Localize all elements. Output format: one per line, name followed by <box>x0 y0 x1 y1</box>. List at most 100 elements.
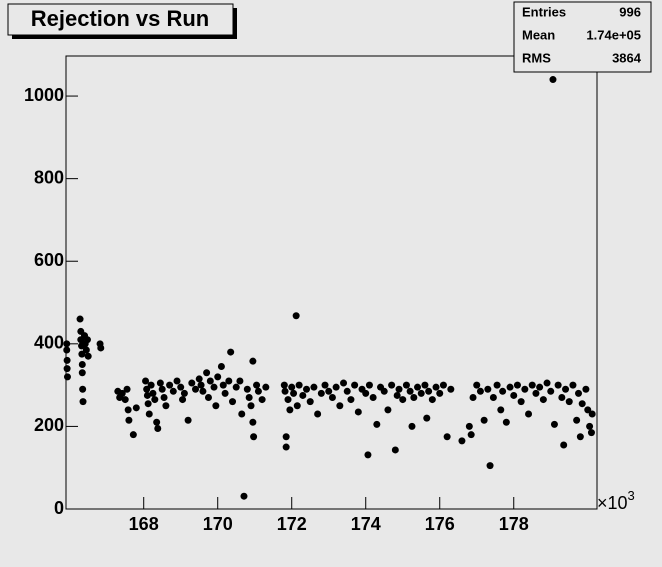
x-tick-label: 178 <box>499 514 529 534</box>
data-point <box>151 396 159 404</box>
data-point <box>299 391 307 399</box>
data-point <box>476 387 484 395</box>
data-point <box>129 431 137 439</box>
data-point <box>480 416 488 424</box>
data-point <box>249 357 257 365</box>
data-point <box>79 398 87 406</box>
y-tick-label: 0 <box>54 498 64 518</box>
y-tick-label: 800 <box>34 167 64 187</box>
data-point <box>423 414 431 422</box>
data-point <box>238 410 246 418</box>
data-point <box>436 389 444 397</box>
data-point <box>124 406 132 414</box>
data-point <box>439 381 447 389</box>
data-point <box>253 381 261 389</box>
data-point <box>63 340 71 348</box>
data-point <box>132 404 140 412</box>
data-point <box>306 398 314 406</box>
y-tick-label: 600 <box>34 250 64 270</box>
data-point <box>499 387 507 395</box>
plot-frame <box>65 55 598 510</box>
data-point <box>373 420 381 428</box>
data-point <box>484 385 492 393</box>
data-point <box>78 350 86 358</box>
data-point <box>384 406 392 414</box>
data-point <box>486 462 494 470</box>
data-point <box>365 381 373 389</box>
x-tick-label: 172 <box>277 514 307 534</box>
data-point <box>332 383 340 391</box>
data-point <box>347 396 355 404</box>
data-point <box>286 406 294 414</box>
data-point <box>587 429 595 437</box>
data-point <box>543 379 551 387</box>
data-point <box>517 398 525 406</box>
data-point <box>425 387 433 395</box>
data-point <box>236 377 244 385</box>
y-tick-label: 400 <box>34 333 64 353</box>
data-point <box>219 381 227 389</box>
data-point <box>293 402 301 410</box>
data-point <box>212 402 220 410</box>
data-point <box>362 389 370 397</box>
data-point <box>576 433 584 441</box>
data-point <box>247 402 255 410</box>
data-point <box>447 385 455 393</box>
data-point <box>369 394 377 402</box>
data-point <box>154 424 162 432</box>
x-tick-label: 170 <box>203 514 233 534</box>
data-point <box>402 381 410 389</box>
data-point <box>203 369 211 377</box>
data-point <box>314 410 322 418</box>
x-exponent: 3 <box>628 488 635 503</box>
data-point <box>565 398 573 406</box>
data-point <box>143 385 151 393</box>
data-point <box>162 402 170 410</box>
data-point <box>295 381 303 389</box>
data-point <box>351 381 359 389</box>
data-point <box>469 394 477 402</box>
data-point <box>166 381 174 389</box>
data-point <box>574 389 582 397</box>
data-point <box>156 379 164 387</box>
data-point <box>197 381 205 389</box>
data-point <box>83 336 91 344</box>
data-point <box>121 396 129 404</box>
data-point <box>160 394 168 402</box>
data-point <box>539 396 547 404</box>
stat-value: 996 <box>619 4 641 19</box>
data-point <box>78 360 86 368</box>
data-point <box>395 385 403 393</box>
data-point <box>510 391 518 399</box>
data-point <box>558 394 566 402</box>
data-point <box>414 383 422 391</box>
data-point <box>258 396 266 404</box>
data-point <box>142 377 150 385</box>
stat-value: 1.74e+05 <box>586 27 641 42</box>
data-point <box>502 418 510 426</box>
data-point <box>443 433 451 441</box>
data-point <box>473 381 481 389</box>
data-point <box>317 389 325 397</box>
data-point <box>506 383 514 391</box>
data-point <box>550 420 558 428</box>
data-point <box>399 396 407 404</box>
data-point <box>380 387 388 395</box>
data-point <box>465 422 473 430</box>
data-point <box>63 346 71 354</box>
data-point <box>354 408 362 416</box>
data-point <box>560 441 568 449</box>
data-point <box>63 373 71 381</box>
x-tick-label: 176 <box>425 514 455 534</box>
data-point <box>240 492 248 500</box>
data-point <box>118 389 126 397</box>
data-point <box>521 385 529 393</box>
data-point <box>290 389 298 397</box>
data-point <box>245 394 253 402</box>
data-point <box>554 381 562 389</box>
stat-label: Entries <box>522 4 566 19</box>
data-point <box>179 396 187 404</box>
data-point <box>284 396 292 404</box>
data-point <box>125 416 133 424</box>
